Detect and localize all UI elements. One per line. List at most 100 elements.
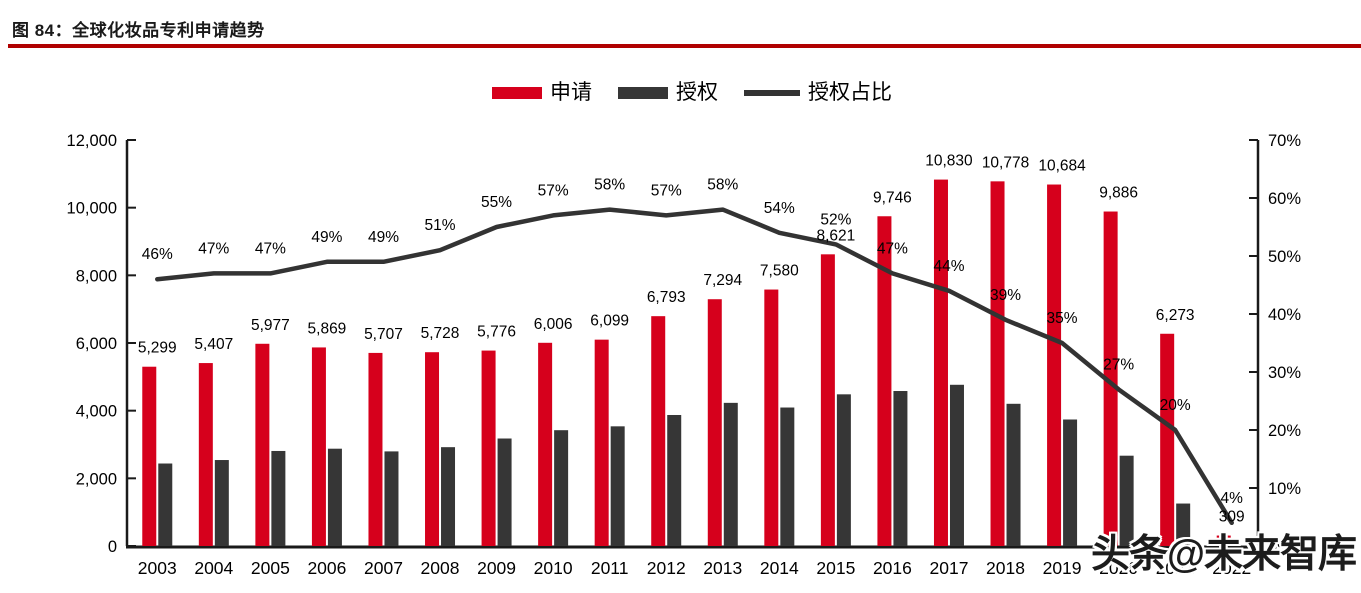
- application-value-label: 309: [1219, 509, 1245, 526]
- legend-bar-swatch: [492, 86, 542, 99]
- figure-title: 图 84：全球化妆品专利申请趋势: [12, 21, 265, 40]
- right-axis-tick-label: 40%: [1268, 306, 1301, 324]
- application-bar: [990, 181, 1005, 546]
- application-value-label: 10,684: [1038, 158, 1086, 175]
- grant-bar: [610, 426, 625, 546]
- application-value-label: 5,776: [477, 324, 516, 341]
- grant-bar: [836, 394, 851, 546]
- ratio-label: 49%: [311, 229, 342, 246]
- application-value-label: 8,621: [816, 227, 855, 244]
- year-label: 2012: [647, 558, 686, 578]
- right-axis-tick-label: 20%: [1268, 422, 1301, 440]
- legend-label: 申请: [550, 81, 592, 104]
- legend-label: 授权: [676, 81, 718, 104]
- chart-legend: 申请 授权 授权占比: [492, 82, 892, 103]
- application-bar: [1047, 184, 1062, 547]
- grant-bar: [723, 402, 738, 546]
- title-rule: [8, 44, 1361, 48]
- grant-bar: [1006, 403, 1021, 546]
- application-value-label: 10,778: [982, 154, 1029, 171]
- right-axis-tick-label: 10%: [1268, 480, 1301, 498]
- application-bar: [820, 254, 835, 547]
- application-value-label: 7,580: [760, 263, 799, 280]
- grant-bar: [214, 460, 229, 546]
- year-label: 2004: [194, 558, 233, 578]
- ratio-label: 44%: [933, 258, 964, 275]
- right-axis-tick-label: 70%: [1268, 132, 1301, 150]
- application-bar: [538, 342, 553, 546]
- left-axis-tick-label: 4,000: [76, 403, 117, 421]
- application-value-label: 5,299: [138, 340, 177, 357]
- ratio-label: 39%: [990, 287, 1021, 304]
- ratio-label: 47%: [255, 240, 286, 257]
- application-value-label: 5,869: [308, 320, 347, 337]
- ratio-label: 4%: [1221, 490, 1244, 507]
- ratio-label: 58%: [707, 177, 738, 194]
- right-axis-tick-label: 0%: [1268, 538, 1292, 556]
- application-value-label: 5,407: [194, 336, 233, 353]
- left-axis-tick-label: 6,000: [76, 335, 117, 353]
- application-bar: [1160, 333, 1175, 546]
- grant-bar: [1232, 545, 1247, 547]
- right-axis-tick-label: 60%: [1268, 190, 1301, 208]
- year-label: 2017: [930, 558, 969, 578]
- year-label: 2019: [1043, 558, 1082, 578]
- year-label: 2016: [873, 558, 912, 578]
- application-bar: [764, 289, 779, 546]
- ratio-label: 20%: [1160, 397, 1191, 414]
- ratio-label: 51%: [425, 217, 456, 234]
- ratio-label: 58%: [594, 177, 625, 194]
- grant-bar: [667, 414, 682, 546]
- ratio-label: 35%: [1047, 310, 1078, 327]
- ratio-label: 47%: [877, 240, 908, 257]
- application-value-label: 10,830: [925, 153, 973, 170]
- year-label: 2009: [477, 558, 516, 578]
- application-value-label: 9,886: [1099, 185, 1138, 202]
- ratio-label: 52%: [820, 211, 851, 228]
- year-label: 2005: [251, 558, 290, 578]
- application-bar: [594, 339, 609, 546]
- application-bar: [425, 352, 440, 546]
- application-bar: [1103, 211, 1118, 546]
- ratio-label: 55%: [481, 194, 512, 211]
- application-value-label: 6,006: [534, 316, 573, 333]
- legend-item-1: 授权: [618, 82, 718, 103]
- application-bar: [142, 366, 157, 546]
- grant-bar: [384, 451, 399, 546]
- application-bar: [1216, 535, 1231, 546]
- year-label: 2021: [1156, 558, 1195, 578]
- ratio-label: 47%: [198, 240, 229, 257]
- legend-item-2: 授权占比: [744, 82, 892, 103]
- application-bar: [707, 299, 722, 546]
- left-axis-tick-label: 10,000: [67, 200, 117, 218]
- year-label: 2022: [1212, 558, 1251, 578]
- application-value-label: 6,099: [590, 313, 629, 330]
- application-bar: [933, 179, 948, 546]
- application-value-label: 5,977: [251, 317, 290, 334]
- year-label: 2013: [703, 558, 742, 578]
- left-axis-tick-label: 2,000: [76, 470, 117, 488]
- year-label: 2007: [364, 558, 403, 578]
- year-label: 2003: [138, 558, 177, 578]
- legend-line-swatch: [744, 89, 800, 96]
- application-value-label: 5,728: [421, 325, 460, 342]
- application-bar: [198, 363, 213, 546]
- right-axis-tick-label: 30%: [1268, 364, 1301, 382]
- year-label: 2010: [534, 558, 573, 578]
- ratio-label: 27%: [1103, 356, 1134, 373]
- watermark: 头条@未来智库: [1091, 533, 1357, 576]
- ratio-label: 49%: [368, 229, 399, 246]
- grant-bar: [780, 407, 795, 546]
- grant-bar: [158, 463, 173, 546]
- grant-bar: [949, 384, 964, 546]
- year-label: 2015: [816, 558, 855, 578]
- left-axis-tick-label: 8,000: [76, 267, 117, 285]
- application-value-label: 7,294: [703, 272, 742, 289]
- application-value-label: 9,746: [873, 189, 912, 206]
- grant-bar: [271, 450, 286, 546]
- ratio-label: 57%: [651, 182, 682, 199]
- grant-bar: [327, 448, 342, 546]
- application-bar: [311, 347, 326, 546]
